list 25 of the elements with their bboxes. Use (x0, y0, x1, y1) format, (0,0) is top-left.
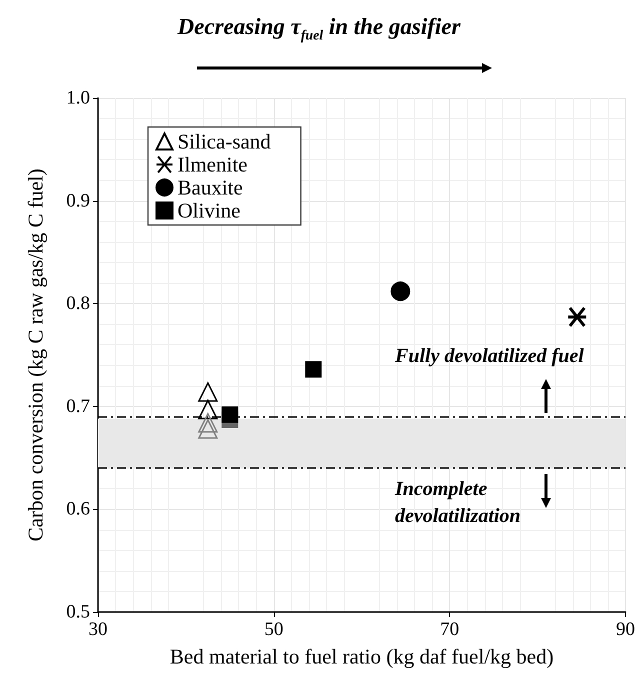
x-tick-label: 70 (440, 619, 460, 640)
chart-title: Decreasing τ$_{fuel}$ in the gasifier (176, 14, 462, 44)
point (198, 419, 218, 439)
point (305, 361, 322, 378)
x-axis-title: Bed material to fuel ratio (kg daf fuel/kg bed) (170, 644, 554, 668)
point (390, 282, 410, 302)
legend-label: Silica-sand (178, 130, 272, 154)
y-tick-label: 0.7 (66, 396, 90, 417)
point (198, 413, 218, 433)
annotation: Incomplete devolatilization (395, 477, 522, 530)
point (566, 306, 588, 328)
point (222, 406, 238, 423)
y-tick-label: 1.0 (66, 88, 90, 108)
annotation: Fully devolatilized fuel (395, 344, 585, 369)
y-tick-label: 0.6 (66, 498, 90, 520)
y-tick-label: 0.9 (66, 190, 90, 212)
y-tick-label: 0.8 (66, 293, 90, 314)
legend-label: Bauxite (178, 176, 243, 200)
y-tick-label: 0.5 (66, 602, 90, 622)
legend-label: Ilmenite (178, 152, 248, 176)
x-tick-label: 90 (616, 619, 635, 640)
legend-label: Olivine (178, 198, 240, 222)
y-axis-title: Carbon conversion (kg C raw gas/kg C fuel) (24, 168, 48, 542)
x-tick-label: 50 (264, 619, 284, 640)
x-tick-label: 30 (88, 619, 108, 640)
